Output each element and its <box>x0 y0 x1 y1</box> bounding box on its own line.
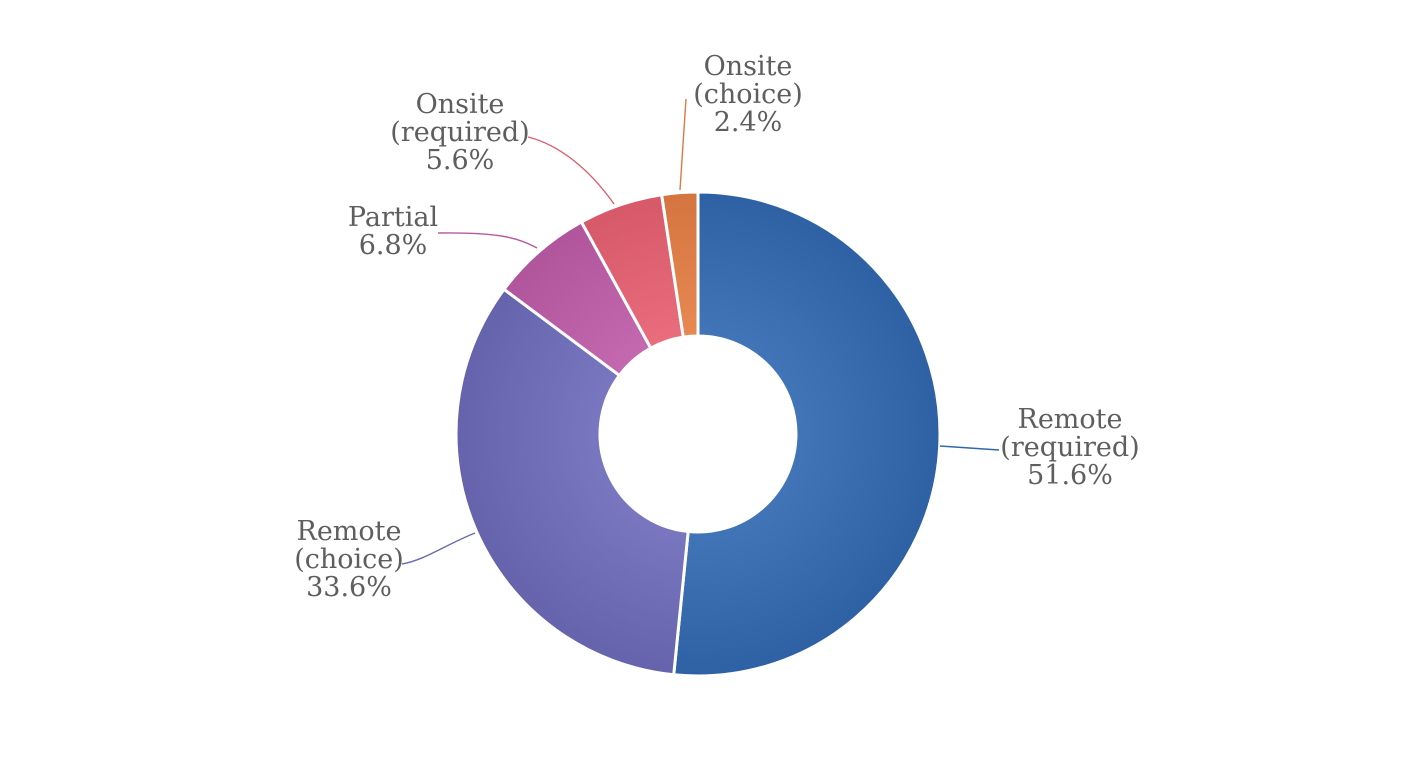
slice-value-label: 51.6% <box>1027 460 1113 491</box>
slice-name-label: Partial <box>348 202 438 233</box>
slice-value-label: 2.4% <box>714 107 783 138</box>
slice-name-label: (choice) <box>693 79 803 110</box>
slice-name-label: (required) <box>1000 432 1139 463</box>
slice-label: Partial 6.8% <box>348 202 438 261</box>
leader-line <box>939 445 1000 451</box>
leader-line <box>527 136 615 205</box>
slice-value-label: 6.8% <box>359 230 428 261</box>
slice-value-label: 33.6% <box>306 572 392 603</box>
slice-label: Remote (required) 51.6% <box>1000 404 1139 491</box>
leader-line <box>437 232 538 249</box>
slice-name-label: Remote <box>1018 404 1123 435</box>
leaders-layer <box>401 98 1000 565</box>
slice-name-label: (choice) <box>294 544 404 575</box>
slice-value-label: 5.6% <box>426 145 495 176</box>
leader-line <box>679 98 687 191</box>
slice-remote-choice <box>454 287 690 677</box>
slice-onsite-choice <box>659 190 700 339</box>
slice-name-label: (required) <box>390 117 529 148</box>
labels-layer: Remote (required) 51.6%Remote (choice) 33.6%… <box>294 51 1140 603</box>
slice-name-label: Onsite <box>704 51 793 82</box>
slice-label: Remote (choice) 33.6% <box>294 516 404 603</box>
slice-name-label: Onsite <box>416 89 505 120</box>
slice-remote-required <box>672 190 942 678</box>
leader-line <box>401 532 476 565</box>
slice-label: Onsite (required) 5.6% <box>390 89 529 176</box>
slices-layer <box>454 190 942 678</box>
slice-label: Onsite (choice) 2.4% <box>693 51 803 138</box>
slice-name-label: Remote <box>297 516 402 547</box>
